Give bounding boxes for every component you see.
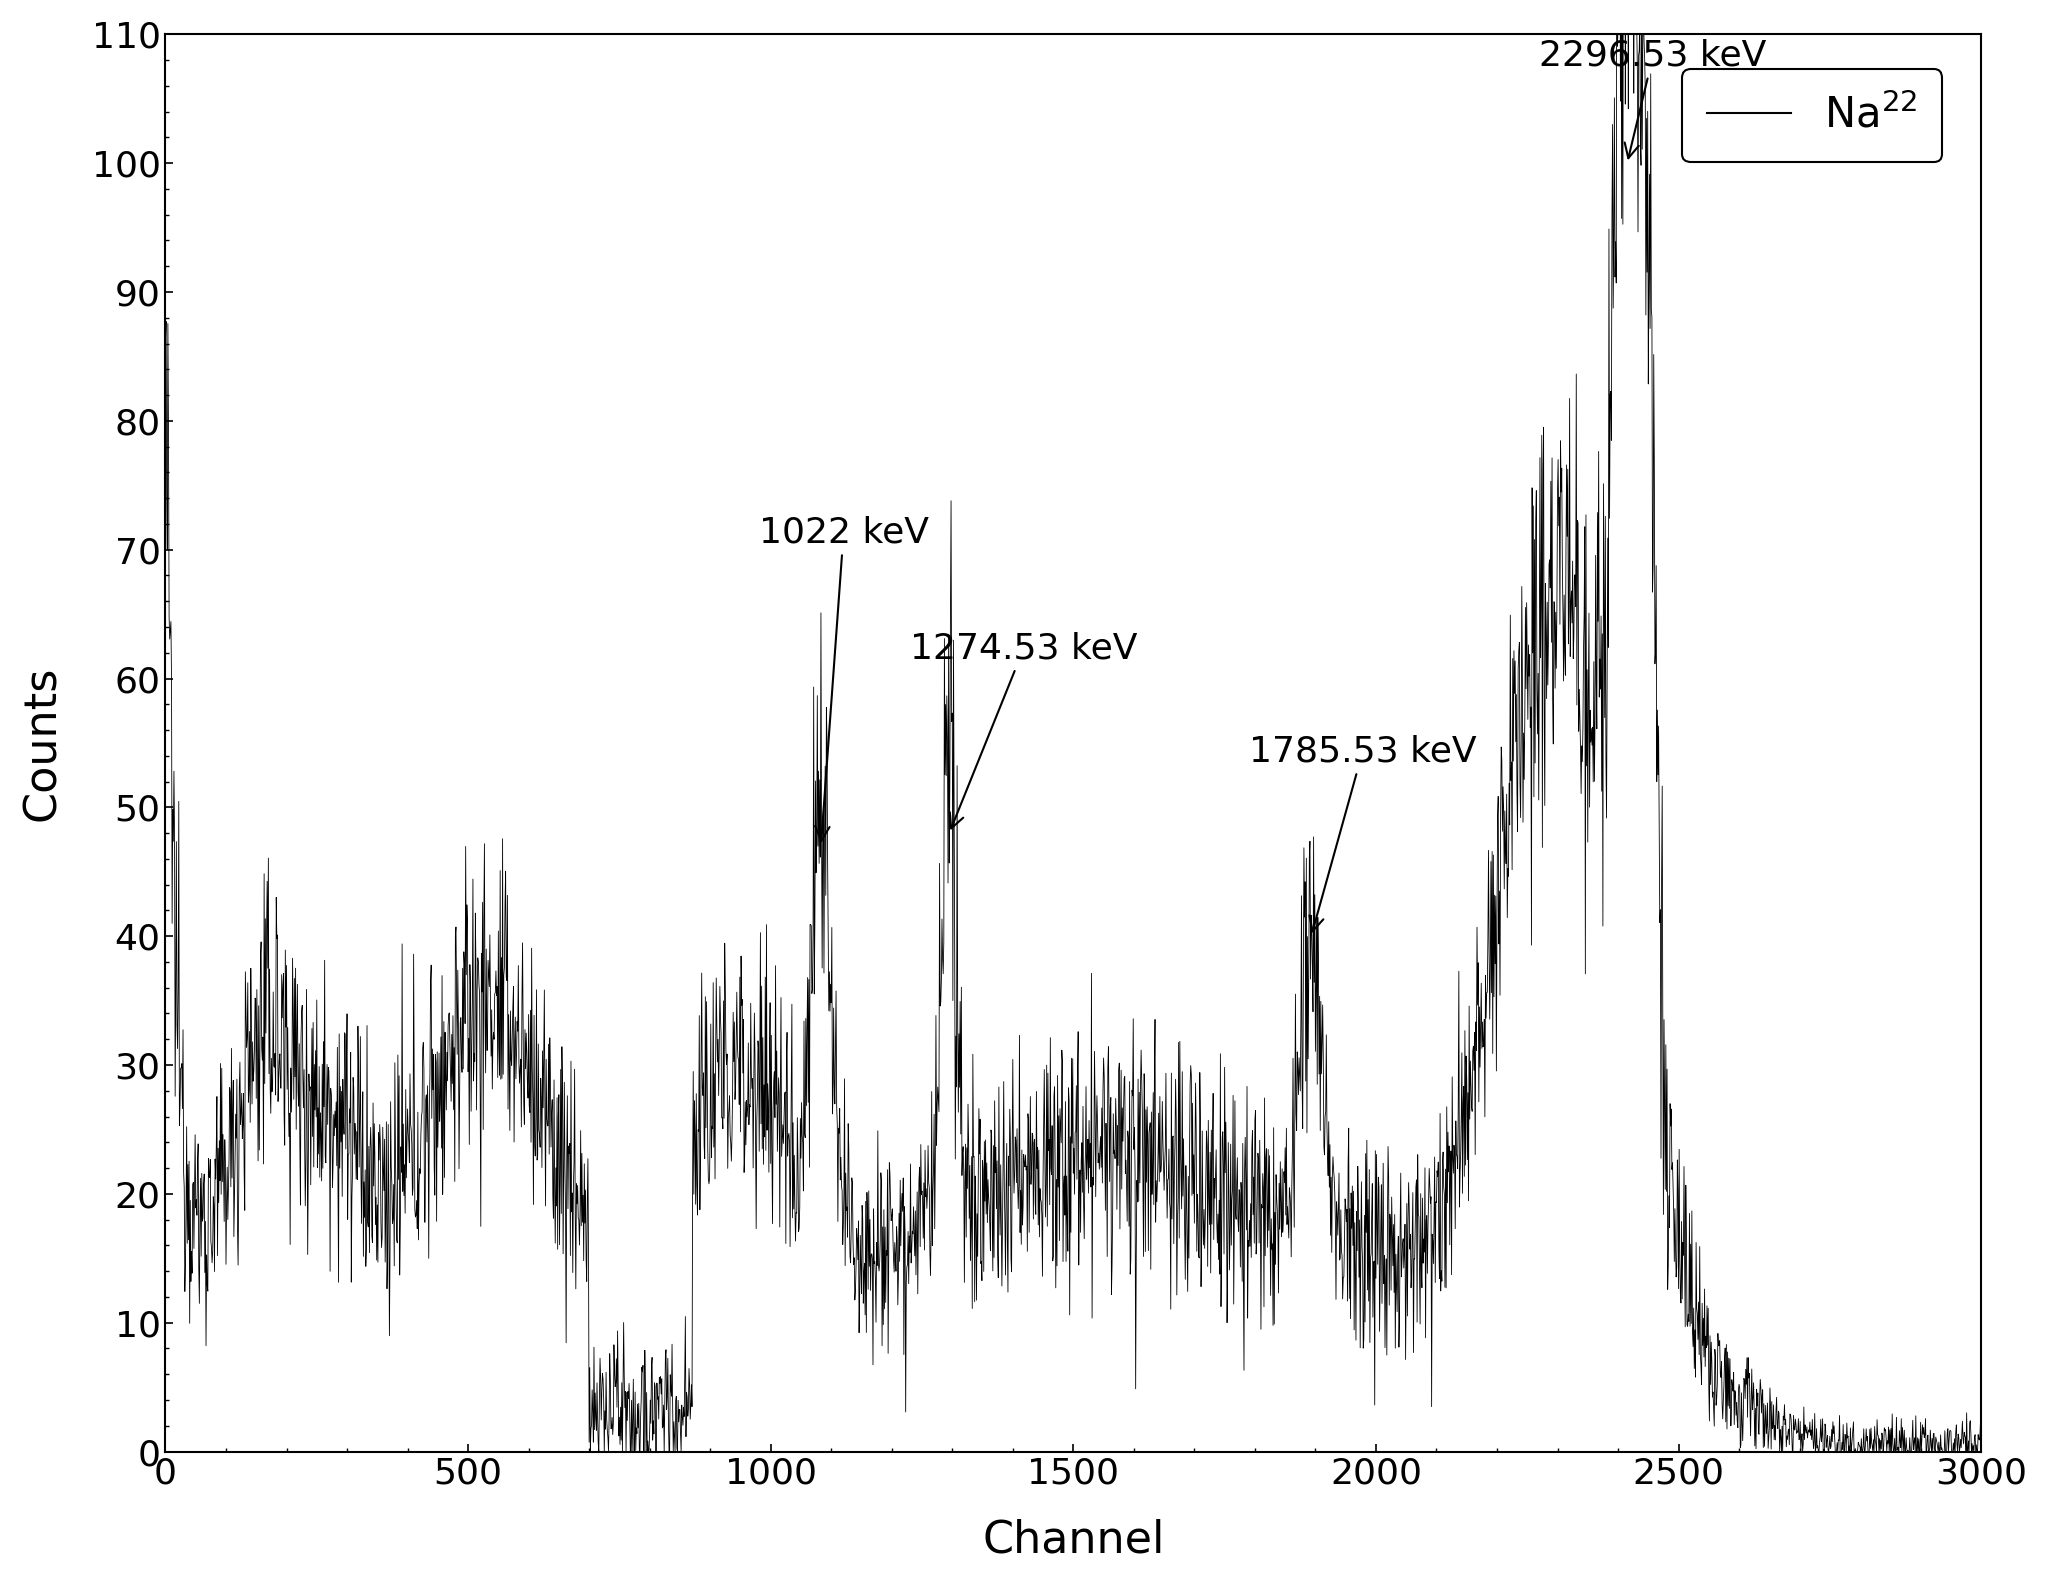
Legend: Na$^{22}$: Na$^{22}$ <box>1681 70 1942 161</box>
Y-axis label: Counts: Counts <box>20 666 63 821</box>
Text: 1274.53 keV: 1274.53 keV <box>909 631 1137 829</box>
Text: 2296.53 keV: 2296.53 keV <box>1540 40 1767 158</box>
Text: 1022 keV: 1022 keV <box>758 516 928 842</box>
Text: 1785.53 keV: 1785.53 keV <box>1249 734 1477 932</box>
X-axis label: Channel: Channel <box>983 1519 1165 1561</box>
